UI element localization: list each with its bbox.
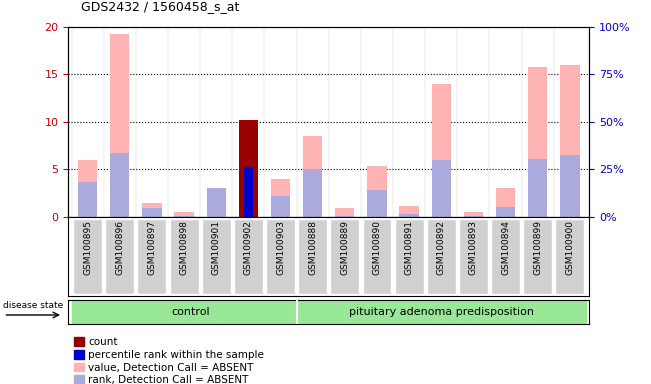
Text: GSM100891: GSM100891: [405, 220, 413, 275]
Bar: [367, 190, 387, 217]
Text: GSM100897: GSM100897: [147, 220, 156, 275]
FancyBboxPatch shape: [491, 218, 520, 294]
Bar: [303, 136, 322, 217]
Bar: [244, 167, 253, 217]
Bar: [400, 214, 419, 217]
Bar: [143, 209, 161, 217]
Bar: [110, 153, 130, 217]
Bar: [496, 189, 515, 217]
FancyBboxPatch shape: [459, 218, 488, 294]
FancyBboxPatch shape: [298, 218, 327, 294]
Bar: [143, 203, 161, 217]
Text: GSM100895: GSM100895: [83, 220, 92, 275]
Bar: [400, 205, 419, 217]
FancyBboxPatch shape: [363, 218, 391, 294]
FancyBboxPatch shape: [170, 218, 199, 294]
Bar: [206, 193, 226, 217]
Text: control: control: [171, 307, 210, 317]
Bar: [528, 159, 547, 217]
Bar: [78, 182, 97, 217]
Text: GSM100902: GSM100902: [244, 220, 253, 275]
Text: GSM100903: GSM100903: [276, 220, 285, 275]
Bar: [239, 120, 258, 217]
Bar: [561, 155, 579, 217]
Text: GSM100900: GSM100900: [565, 220, 574, 275]
Legend: count, percentile rank within the sample, value, Detection Call = ABSENT, rank, : count, percentile rank within the sample…: [74, 338, 264, 384]
FancyBboxPatch shape: [523, 218, 552, 294]
Bar: [432, 160, 451, 217]
FancyBboxPatch shape: [427, 218, 456, 294]
FancyBboxPatch shape: [234, 218, 263, 294]
Text: disease state: disease state: [3, 301, 64, 310]
FancyBboxPatch shape: [137, 218, 167, 294]
FancyBboxPatch shape: [395, 218, 424, 294]
Bar: [271, 196, 290, 217]
Bar: [367, 166, 387, 217]
Text: GSM100899: GSM100899: [533, 220, 542, 275]
Text: pituitary adenoma predisposition: pituitary adenoma predisposition: [349, 307, 534, 317]
Bar: [206, 189, 226, 217]
Bar: [432, 84, 451, 217]
Bar: [528, 67, 547, 217]
Bar: [464, 212, 483, 217]
Text: GSM100890: GSM100890: [372, 220, 381, 275]
Bar: [174, 215, 194, 217]
Bar: [174, 212, 194, 217]
Text: GSM100896: GSM100896: [115, 220, 124, 275]
FancyBboxPatch shape: [105, 218, 134, 294]
Text: GSM100889: GSM100889: [340, 220, 350, 275]
FancyBboxPatch shape: [266, 218, 295, 294]
Text: GSM100892: GSM100892: [437, 220, 446, 275]
Bar: [78, 160, 97, 217]
FancyBboxPatch shape: [330, 218, 359, 294]
FancyBboxPatch shape: [202, 218, 230, 294]
Bar: [335, 209, 355, 217]
Bar: [303, 169, 322, 217]
Bar: [239, 167, 258, 217]
Text: GSM100893: GSM100893: [469, 220, 478, 275]
Bar: [496, 207, 515, 217]
Bar: [271, 179, 290, 217]
Text: GSM100888: GSM100888: [308, 220, 317, 275]
Bar: [335, 216, 355, 217]
FancyBboxPatch shape: [555, 218, 585, 294]
FancyBboxPatch shape: [73, 218, 102, 294]
Bar: [239, 120, 258, 217]
Text: GDS2432 / 1560458_s_at: GDS2432 / 1560458_s_at: [81, 0, 240, 13]
Text: GSM100901: GSM100901: [212, 220, 221, 275]
Bar: [561, 65, 579, 217]
Text: GSM100894: GSM100894: [501, 220, 510, 275]
Text: GSM100898: GSM100898: [180, 220, 189, 275]
Bar: [110, 33, 130, 217]
Bar: [464, 215, 483, 217]
